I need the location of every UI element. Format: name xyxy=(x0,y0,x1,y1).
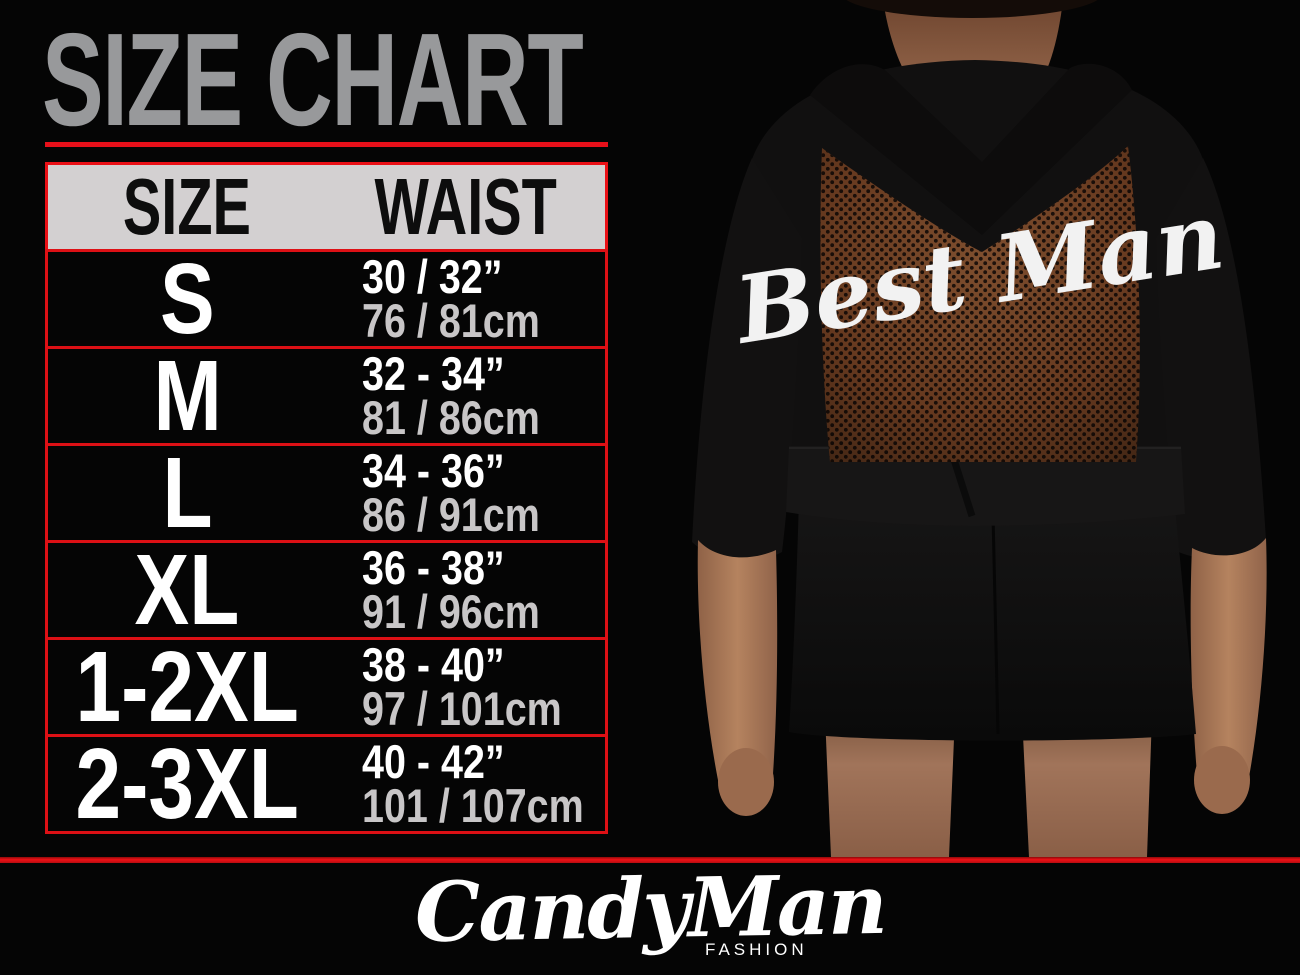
table-row: L 34 - 36” 86 / 91cm xyxy=(45,443,608,543)
title-underline xyxy=(45,142,608,147)
waist-cm: 91 / 96cm xyxy=(361,585,540,638)
table-row: S 30 / 32” 76 / 81cm xyxy=(45,249,608,349)
mesh-panel-dots xyxy=(820,146,1140,462)
table-row: XL 36 - 38” 91 / 96cm xyxy=(45,540,608,640)
waist-cell: 38 - 40” 97 / 101cm xyxy=(327,638,606,735)
waist-inches: 40 - 42” xyxy=(361,735,505,788)
waist-inches: 30 / 32” xyxy=(361,250,502,303)
size-cell: L xyxy=(48,443,327,543)
waist-cell: 36 - 38” 91 / 96cm xyxy=(327,541,606,638)
waist-cell: 40 - 42” 101 / 107cm xyxy=(327,735,606,832)
brand-script: CandyMan xyxy=(413,856,887,962)
brand-logo: CandyMan FASHION xyxy=(0,857,1300,971)
size-table-body: S 30 / 32” 76 / 81cm M 32 - 34” 81 / 86c… xyxy=(45,249,608,834)
model-hairline xyxy=(846,0,1098,18)
size-cell: XL xyxy=(48,540,327,640)
waist-cm: 86 / 91cm xyxy=(361,488,540,541)
robe-skirt xyxy=(789,458,1196,741)
waist-cell: 30 / 32” 76 / 81cm xyxy=(327,250,606,347)
robe-collar xyxy=(810,63,1132,235)
waist-cm: 76 / 81cm xyxy=(361,294,540,347)
robe-right-sleeve xyxy=(1156,158,1266,559)
robe-left-sleeve xyxy=(692,158,802,560)
waist-inches: 34 - 36” xyxy=(361,444,505,497)
size-cell: 1-2XL xyxy=(48,637,327,737)
model-left-leg xyxy=(825,715,955,857)
model-right-forearm xyxy=(1190,538,1267,799)
waist-cm: 101 / 107cm xyxy=(361,779,584,832)
waist-cell: 32 - 34” 81 / 86cm xyxy=(327,347,606,444)
bottom-divider xyxy=(0,857,1300,863)
size-label: M xyxy=(153,340,222,452)
size-label: 1-2XL xyxy=(75,631,299,743)
table-row: M 32 - 34” 81 / 86cm xyxy=(45,346,608,446)
model-right-hand xyxy=(1194,746,1250,814)
model-right-leg xyxy=(1022,715,1152,857)
model-photo: Best Man xyxy=(692,0,1267,857)
size-chart-table: SIZE WAIST S 30 / 32” 76 / 81cm M 32 - 3… xyxy=(45,162,608,834)
model-left-hand xyxy=(718,748,774,816)
waist-inches: 32 - 34” xyxy=(361,347,505,400)
size-label: XL xyxy=(134,534,240,646)
waist-inches: 36 - 38” xyxy=(361,541,505,594)
table-header-row: SIZE WAIST xyxy=(45,162,608,252)
waist-cell: 34 - 36” 86 / 91cm xyxy=(327,444,606,541)
robe-belt xyxy=(786,446,1185,526)
header-waist: WAIST xyxy=(327,167,606,247)
header-size: SIZE xyxy=(48,167,327,247)
size-label: L xyxy=(162,437,213,549)
waist-cm: 81 / 86cm xyxy=(361,391,540,444)
waist-inches: 38 - 40” xyxy=(361,638,505,691)
size-label: S xyxy=(159,243,215,355)
brand-tagline: FASHION xyxy=(705,940,808,959)
waist-cm: 97 / 101cm xyxy=(361,682,562,735)
header-size-label: SIZE xyxy=(123,162,252,251)
size-cell: S xyxy=(48,249,327,349)
model-left-forearm xyxy=(697,540,778,801)
header-waist-label: WAIST xyxy=(374,162,557,251)
table-row: 1-2XL 38 - 40” 97 / 101cm xyxy=(45,637,608,737)
page-title: SIZE CHART xyxy=(42,6,584,153)
size-cell: 2-3XL xyxy=(48,734,327,834)
table-row: 2-3XL 40 - 42” 101 / 107cm xyxy=(45,734,608,834)
size-cell: M xyxy=(48,346,327,446)
size-label: 2-3XL xyxy=(75,728,299,840)
